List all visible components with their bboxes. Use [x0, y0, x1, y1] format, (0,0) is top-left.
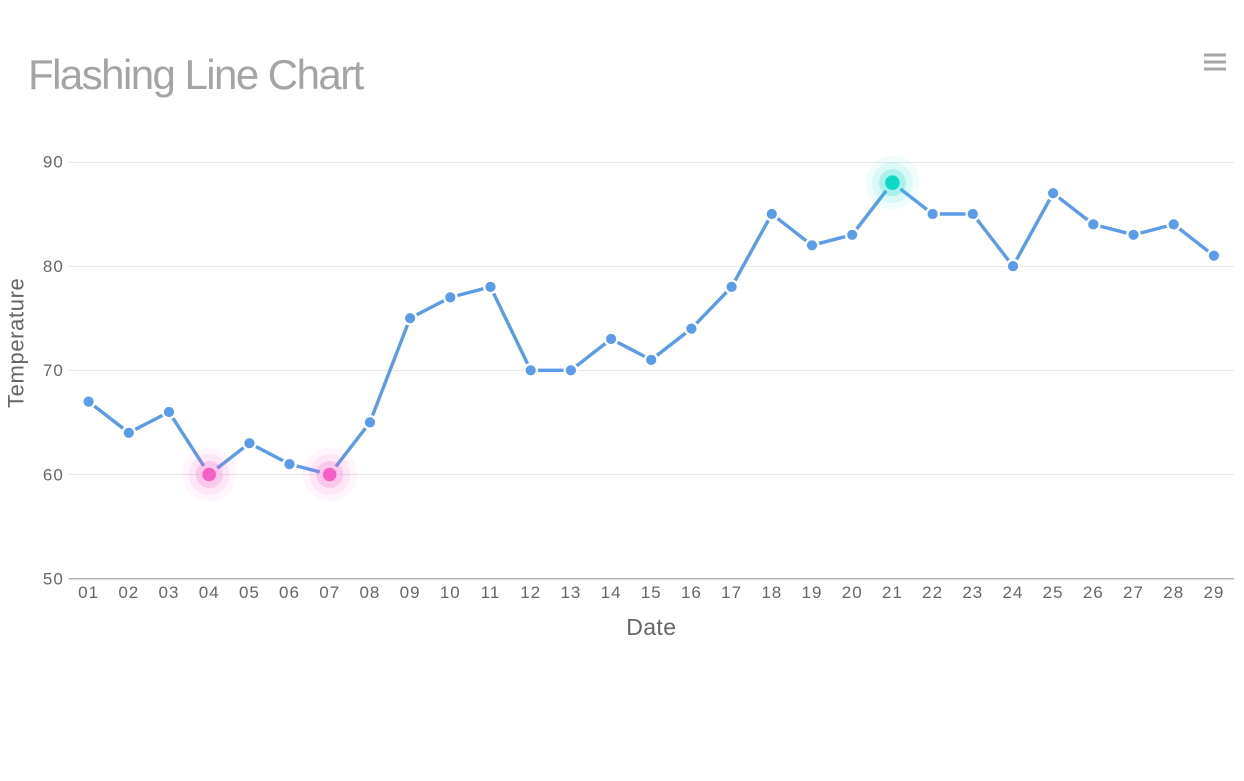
svg-text:15: 15 [641, 583, 662, 602]
svg-text:29: 29 [1203, 583, 1224, 602]
svg-text:22: 22 [922, 583, 943, 602]
svg-text:09: 09 [400, 583, 421, 602]
svg-text:13: 13 [560, 583, 581, 602]
svg-text:Flashing Line Chart: Flashing Line Chart [28, 51, 365, 98]
svg-text:17: 17 [721, 583, 742, 602]
svg-text:23: 23 [962, 583, 983, 602]
svg-text:18: 18 [761, 583, 782, 602]
svg-text:16: 16 [681, 583, 702, 602]
svg-text:04: 04 [199, 583, 220, 602]
svg-text:06: 06 [279, 583, 300, 602]
svg-text:02: 02 [118, 583, 139, 602]
svg-text:03: 03 [159, 583, 180, 602]
svg-text:01: 01 [78, 583, 99, 602]
svg-text:20: 20 [842, 583, 863, 602]
svg-text:19: 19 [802, 583, 823, 602]
svg-text:21: 21 [882, 583, 903, 602]
svg-text:Temperature: Temperature [4, 278, 29, 408]
svg-text:25: 25 [1043, 583, 1064, 602]
svg-text:50: 50 [43, 570, 64, 589]
svg-text:08: 08 [359, 583, 380, 602]
svg-text:26: 26 [1083, 583, 1104, 602]
svg-text:05: 05 [239, 583, 260, 602]
svg-text:07: 07 [319, 583, 340, 602]
svg-text:90: 90 [43, 153, 64, 172]
svg-text:24: 24 [1003, 583, 1024, 602]
svg-text:27: 27 [1123, 583, 1144, 602]
svg-text:60: 60 [43, 465, 64, 484]
svg-text:12: 12 [520, 583, 541, 602]
svg-text:70: 70 [43, 361, 64, 380]
svg-text:11: 11 [481, 583, 501, 602]
svg-text:10: 10 [440, 583, 461, 602]
svg-text:28: 28 [1163, 583, 1184, 602]
svg-text:14: 14 [601, 583, 622, 602]
svg-text:80: 80 [43, 257, 64, 276]
svg-text:Date: Date [626, 614, 676, 640]
